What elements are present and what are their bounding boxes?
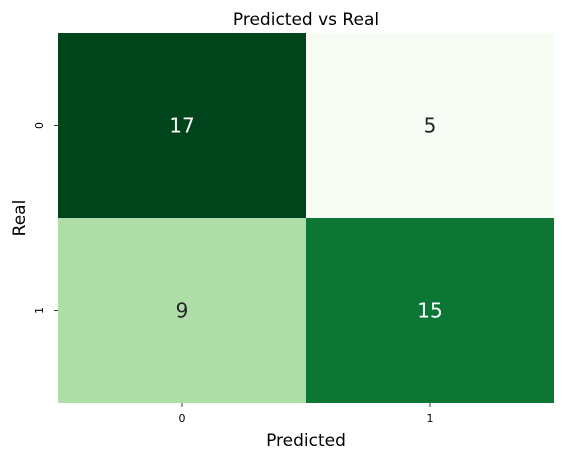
y-axis-ticks: 01: [33, 122, 58, 314]
cell-value-label: 15: [417, 299, 442, 323]
chart-title: Predicted vs Real: [233, 10, 379, 30]
y-axis-label: Real: [10, 200, 30, 237]
x-tick-label: 0: [179, 412, 186, 425]
heatmap-cell: [306, 218, 554, 403]
heatmap-cells: 17 5 9 15: [58, 33, 554, 403]
cell-value-label: 9: [176, 299, 189, 323]
x-axis-label: Predicted: [266, 431, 346, 451]
y-tick-label: 0: [33, 122, 46, 129]
x-tick-label: 1: [427, 412, 434, 425]
heatmap-cell: [306, 33, 554, 218]
heatmap-cell: [58, 218, 306, 403]
cell-value-label: 17: [169, 114, 194, 138]
cell-value-label: 5: [424, 114, 437, 138]
y-tick-label: 1: [33, 307, 46, 314]
heatmap-cell: [58, 33, 306, 218]
